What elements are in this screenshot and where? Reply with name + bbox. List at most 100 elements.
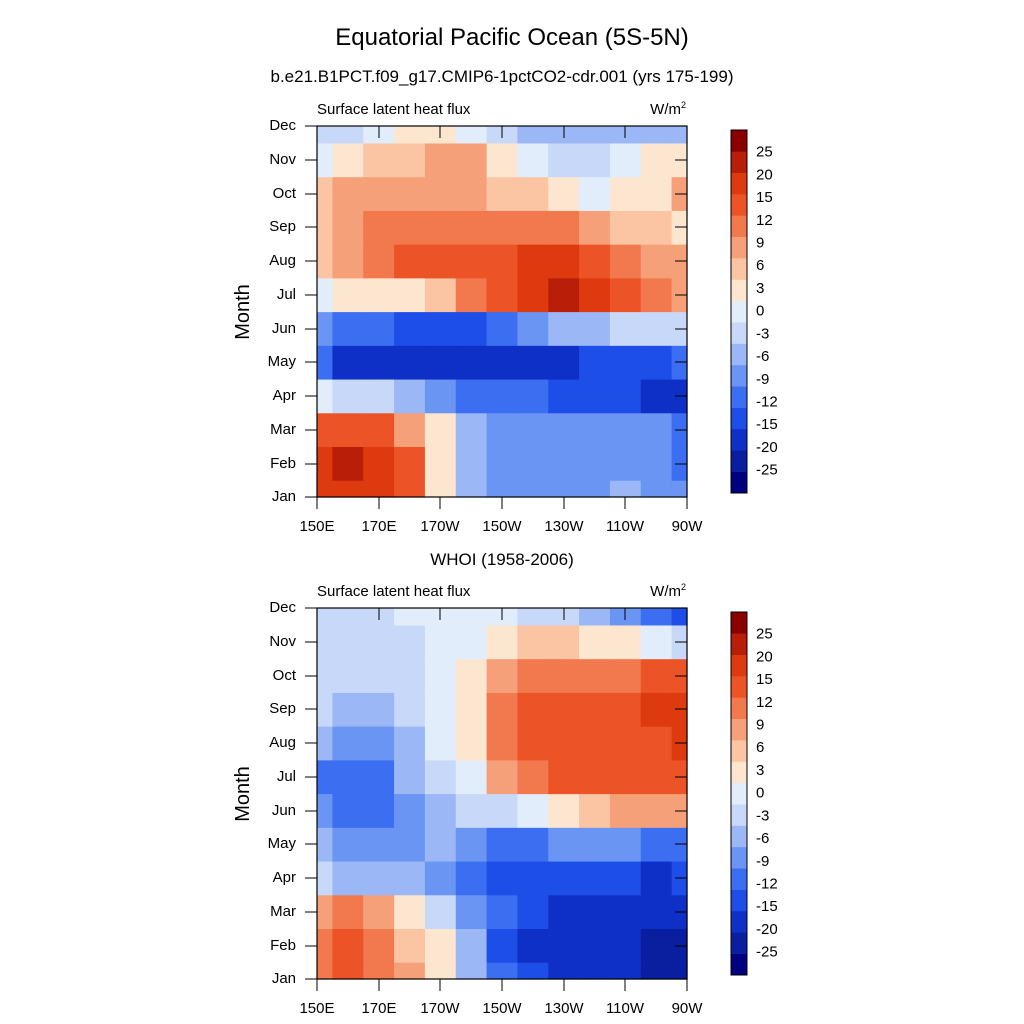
- heatmap-cell: [671, 962, 688, 980]
- heatmap-cell: [455, 412, 488, 448]
- colorbar-swatch: [731, 386, 747, 408]
- colorbar-label: -15: [756, 898, 778, 915]
- heatmap-cell: [517, 142, 549, 178]
- y-tick-label: Nov: [269, 151, 296, 168]
- heatmap-cell: [579, 692, 611, 727]
- colorbar-swatch: [731, 428, 747, 451]
- colorbar-swatch: [731, 868, 747, 890]
- heatmap-cell: [579, 446, 611, 481]
- heatmap-cell: [486, 793, 519, 828]
- colorbar-swatch: [731, 932, 747, 954]
- heatmap-cell: [317, 726, 334, 761]
- y-tick-label: Mar: [270, 421, 296, 438]
- colorbar-frame: [730, 611, 748, 976]
- y-tick-marks: [305, 607, 687, 980]
- heatmap-cell: [317, 759, 334, 795]
- heatmap-cell: [332, 827, 364, 862]
- heatmap-cell: [609, 624, 642, 660]
- heatmap-cell: [424, 480, 457, 498]
- heatmap-cell: [317, 277, 334, 313]
- variable-label: Surface latent heat flux: [317, 101, 471, 118]
- heatmap-cell: [424, 378, 457, 414]
- x-tick-label: 150W: [482, 518, 522, 535]
- heatmap-cell: [424, 244, 457, 279]
- heatmap-cell: [609, 446, 642, 481]
- heatmap-cell: [332, 726, 364, 761]
- heatmap-cell: [317, 962, 334, 980]
- heatmap-cell: [317, 624, 334, 660]
- x-tick-label: 170E: [361, 1000, 396, 1017]
- heatmap-cell: [332, 480, 364, 498]
- colorbar: 25 20 15 12 9 6 3 0 -3 -6 -9 -12 -15 -20…: [730, 129, 778, 494]
- heatmap-cell: [455, 793, 488, 828]
- heatmap-cell: [579, 759, 611, 795]
- heatmap-cell: [455, 827, 488, 862]
- colorbar-label: -6: [756, 830, 769, 847]
- heatmap-cell: [363, 692, 395, 727]
- heatmap-cell: [455, 446, 488, 481]
- colorbar-label: -6: [756, 348, 769, 365]
- panel-title: WHOI (1958-2006): [430, 550, 574, 569]
- heatmap-cell: [609, 142, 642, 178]
- colorbar-swatch: [731, 654, 747, 677]
- heatmap-cell: [424, 827, 457, 862]
- heatmap-cell: [548, 480, 580, 498]
- heatmap-cell: [486, 962, 519, 980]
- x-tick-label: 130W: [544, 1000, 584, 1017]
- y-tick-label: Apr: [273, 869, 296, 886]
- heatmap-cell: [579, 378, 611, 414]
- heatmap-cell: [640, 446, 673, 481]
- heatmap-cell: [517, 210, 549, 245]
- heatmap-cell: [579, 210, 611, 245]
- heatmap-cell: [363, 446, 395, 481]
- y-tick-label: Dec: [269, 117, 296, 134]
- heatmap-cell: [424, 345, 457, 380]
- heatmap-cell: [424, 726, 457, 761]
- x-tick-label: 130W: [544, 518, 584, 535]
- heatmap-cell: [332, 412, 364, 448]
- heatmap-cell: [317, 446, 334, 481]
- colorbar-swatch: [731, 889, 747, 912]
- colorbar-swatch: [731, 130, 747, 152]
- heatmap-cell: [609, 692, 642, 727]
- heatmap-cell: [332, 692, 364, 727]
- heatmap-cell: [424, 759, 457, 795]
- y-tick-label: Aug: [269, 734, 296, 751]
- heatmap-cell: [363, 378, 395, 414]
- heatmap-cell: [332, 446, 364, 481]
- colorbar-label: 15: [756, 671, 773, 688]
- heatmap-cell: [517, 480, 549, 498]
- heatmap-cell: [517, 345, 549, 380]
- heatmap-cell: [424, 311, 457, 346]
- y-axis-label: Month: [232, 284, 254, 340]
- heatmap-cell: [424, 412, 457, 448]
- heatmap-cell: [640, 793, 673, 828]
- heatmap-cell: [424, 860, 457, 896]
- heatmap-cell: [609, 412, 642, 448]
- heatmap-cell: [486, 311, 519, 346]
- heatmap-cell: [455, 311, 488, 346]
- colorbar-swatch: [731, 740, 747, 762]
- heatmap-cell: [394, 210, 426, 245]
- heatmap-cell: [486, 827, 519, 862]
- y-tick-marks: [305, 125, 687, 498]
- heatmap-cell: [609, 608, 642, 626]
- heatmap-cell: [332, 345, 364, 380]
- heatmap-cell: [424, 126, 457, 144]
- heatmap-cell: [363, 962, 395, 980]
- heatmap-cell: [455, 244, 488, 279]
- heatmap-cell: [394, 658, 426, 693]
- colorbar-label: -9: [756, 853, 769, 870]
- heatmap-cells: [317, 608, 688, 980]
- heatmap-cell: [609, 277, 642, 313]
- heatmap-cell: [317, 142, 334, 178]
- colorbar-label: -3: [756, 325, 769, 342]
- x-tick-marks: [316, 126, 688, 509]
- heatmap-cell: [332, 378, 364, 414]
- heatmap-cell: [486, 726, 519, 761]
- colorbar-swatches: [731, 130, 747, 494]
- heatmap-cell: [609, 311, 642, 346]
- x-tick-label: 150E: [299, 1000, 334, 1017]
- heatmap-cell: [579, 126, 611, 144]
